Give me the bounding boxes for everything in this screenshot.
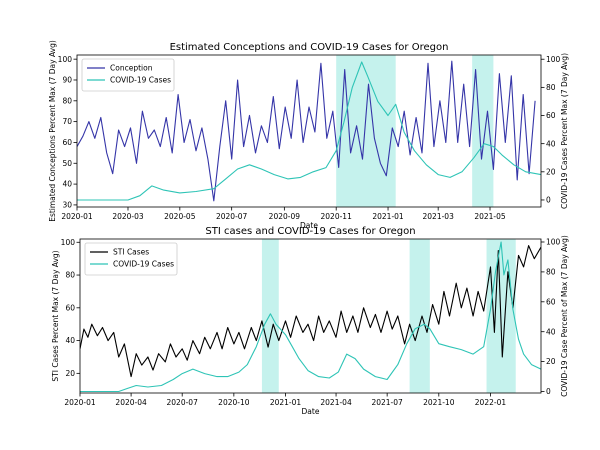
y-right-axis-label: COVID-19 Cases Percent Max (7 Day Avg) — [560, 53, 569, 209]
y-tick-label: 70 — [62, 117, 72, 126]
y-tick-label: 50 — [62, 159, 72, 168]
y-tick-label: 60 — [62, 138, 72, 147]
y-right-tick-label: 60 — [546, 297, 556, 306]
x-tick-label: 2020-10 — [218, 398, 250, 407]
chart-title: Estimated Conceptions and COVID-19 Cases… — [170, 42, 449, 53]
chart-conceptions-covid: 2020-01 2020-03 2020-05 2020-07 2020-09 2020-… — [48, 40, 569, 230]
x-tick-label: 2020-09 — [269, 212, 301, 221]
y-right-tick-label: 0 — [546, 196, 551, 205]
y-right-tick-label: 80 — [546, 267, 556, 276]
y-right-tick-label: 0 — [546, 387, 551, 396]
y-right-tick-label: 80 — [546, 83, 556, 92]
legend-label: STI Cases — [113, 248, 149, 257]
y-tick-label: 80 — [65, 271, 75, 280]
series-line-2 — [77, 61, 541, 201]
x-tick-label: 2020-07 — [216, 212, 248, 221]
plot-frame — [79, 238, 542, 394]
y-axis-label: Estimated Conceptions Percent Max (7 Day… — [48, 40, 57, 222]
x-tick-label: 2021-07 — [371, 398, 403, 407]
legend-label: Conception — [110, 64, 153, 73]
legend-label: COVID-19 Cases — [113, 260, 174, 269]
y-right-axis-label: COVID-19 Case Percent of Max (7 Day Avg) — [560, 235, 569, 397]
x-tick-label: 2021-10 — [423, 398, 455, 407]
series-line-1 — [80, 245, 541, 378]
y-tick-label: 100 — [61, 238, 76, 247]
chart-sti-covid: 2020-01 2020-04 2020-07 2020-10 2021-01 2021-… — [51, 226, 569, 416]
legend-box — [81, 58, 175, 92]
series-line-2 — [80, 241, 541, 393]
x-tick-label: 2020-01 — [61, 212, 93, 221]
legend-box — [84, 242, 178, 276]
x-tick-label: 2022-01 — [475, 398, 507, 407]
y-tick-label: 40 — [65, 336, 75, 345]
y-right-tick-label: 20 — [546, 167, 556, 176]
x-tick-label: 2020-04 — [115, 398, 147, 407]
y-tick-label: 90 — [62, 76, 72, 85]
y-right-tick-label: 20 — [546, 357, 556, 366]
legend: STI Cases COVID-19 Cases — [84, 242, 178, 276]
plot-frame — [76, 54, 542, 208]
legend: Conception COVID-19 Cases — [81, 58, 175, 92]
y-tick-label: 60 — [65, 303, 75, 312]
legend-label: COVID-19 Cases — [110, 76, 171, 85]
x-tick-label: 2021-03 — [423, 212, 455, 221]
y-tick-label: 100 — [58, 55, 73, 64]
chart-title: STI cases and COVID-19 Cases for Oregon — [205, 226, 415, 237]
y-right-tick-label: 100 — [546, 238, 561, 247]
y-tick-label: 30 — [62, 201, 72, 210]
x-tick-label: 2021-01 — [270, 398, 302, 407]
x-tick-label: 2020-01 — [64, 398, 96, 407]
shaded-interval-1 — [261, 239, 279, 393]
y-right-tick-label: 40 — [546, 139, 556, 148]
x-axis-label: Date — [302, 407, 320, 416]
x-tick-label: 2021-04 — [320, 398, 352, 407]
y-tick-label: 20 — [65, 369, 75, 378]
y-right-tick-label: 40 — [546, 327, 556, 336]
x-tick-label: 2021-05 — [474, 212, 506, 221]
x-tick-label: 2020-05 — [164, 212, 196, 221]
x-tick-label: 2020-03 — [112, 212, 144, 221]
y-tick-label: 80 — [62, 96, 72, 105]
x-tick-label: 2020-11 — [321, 212, 353, 221]
shaded-interval-2 — [409, 239, 430, 393]
y-axis-label: STI Cases Percent Max (7 Day Avg) — [51, 250, 60, 381]
y-right-tick-label: 100 — [546, 55, 561, 64]
x-tick-label: 2021-01 — [372, 212, 404, 221]
shaded-interval-1 — [336, 55, 396, 207]
y-tick-label: 40 — [62, 180, 72, 189]
series-line-1 — [77, 60, 536, 202]
x-axis-label: Date — [300, 221, 318, 230]
y-right-tick-label: 60 — [546, 111, 556, 120]
x-tick-label: 2020-07 — [167, 398, 199, 407]
